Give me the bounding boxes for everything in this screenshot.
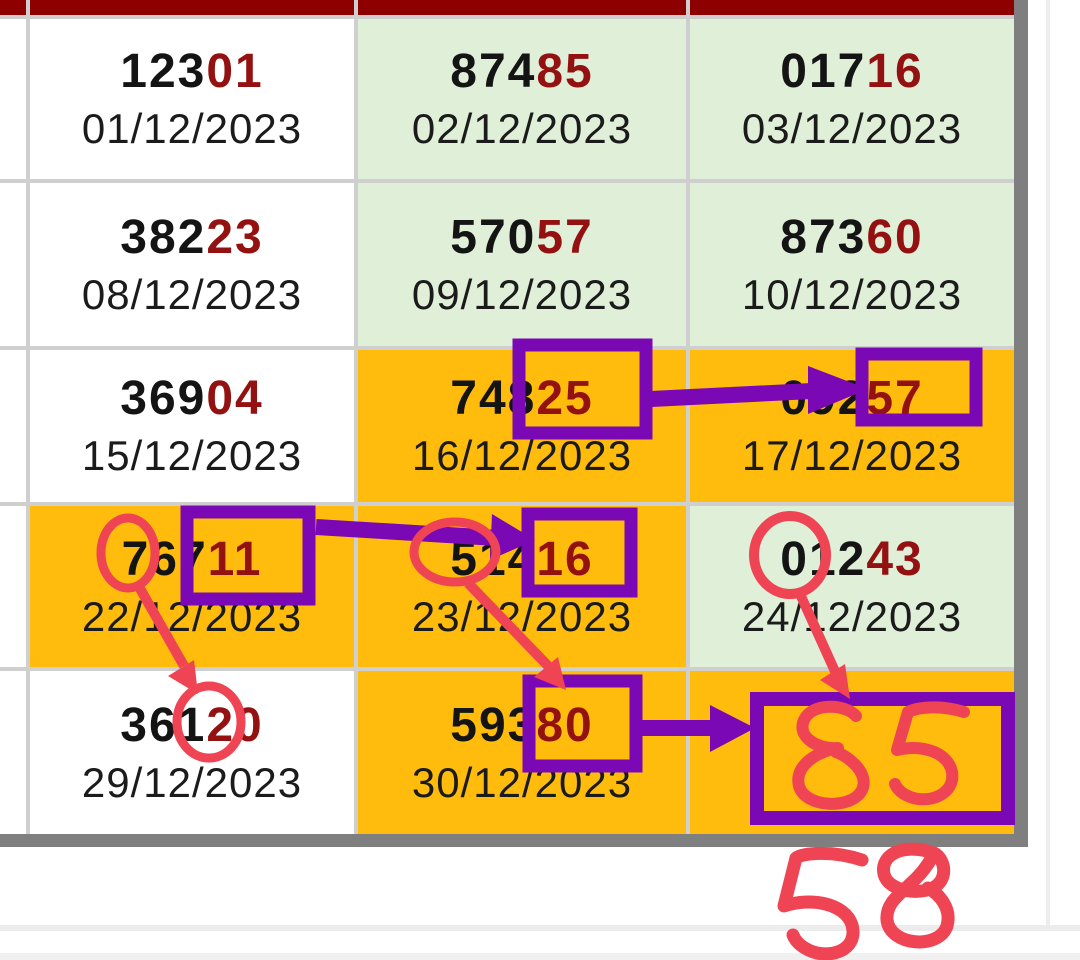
draw-date: 10/12/2023	[741, 270, 963, 318]
result-cell-highlighted: 74825 16/12/2023	[358, 350, 686, 502]
lottery-number: 38223	[120, 210, 264, 264]
lottery-number: 51416	[450, 532, 594, 586]
draw-date: 22/12/2023	[81, 592, 303, 640]
number-front: 593	[450, 698, 537, 752]
number-last2: 16	[866, 45, 924, 98]
draw-date: 15/12/2023	[81, 432, 303, 479]
result-cell: 36120 29/12/2023	[30, 671, 354, 834]
draw-date: 01/12/2023	[81, 105, 303, 152]
page-right-divider	[1046, 0, 1050, 925]
row-edge-cell	[0, 671, 26, 834]
result-cell-highlighted: 51416 23/12/2023	[358, 506, 686, 667]
result-cell: 38223 08/12/2023	[30, 183, 354, 346]
number-last2: 16	[536, 532, 594, 586]
lottery-number: 01716	[780, 48, 923, 96]
number-front: 873	[780, 210, 867, 264]
row-edge-cell	[0, 350, 26, 502]
result-cell: 57057 09/12/2023	[358, 183, 686, 346]
draw-date: 24/12/2023	[741, 592, 963, 640]
number-front: 361	[120, 698, 207, 752]
number-last2: 01	[206, 45, 264, 98]
lottery-number: 74825	[450, 375, 593, 423]
result-cell: 01243 24/12/2023	[690, 506, 1014, 667]
number-last2: 04	[206, 372, 264, 425]
number-front: 514	[450, 532, 537, 586]
table-header-cell	[690, 0, 1014, 15]
lottery-number: 87360	[780, 210, 924, 264]
number-front: 012	[780, 532, 867, 586]
draw-date: 09/12/2023	[411, 270, 633, 318]
result-cell: 87485 02/12/2023	[358, 19, 686, 179]
draw-date: 16/12/2023	[411, 432, 633, 479]
lottery-number: 57057	[450, 210, 594, 264]
lottery-number: 12301	[120, 48, 263, 96]
page-bottom-divider	[0, 953, 1080, 960]
table-header-cell	[30, 0, 354, 15]
number-last2: 57	[866, 372, 924, 425]
result-cell-prediction	[690, 671, 1014, 834]
number-front: 092	[780, 372, 867, 425]
number-front: 017	[780, 45, 867, 98]
draw-date: 03/12/2023	[741, 105, 963, 152]
row-edge-cell	[0, 506, 26, 667]
table-header-cell	[0, 0, 26, 15]
lottery-number: 59380	[450, 698, 594, 752]
lottery-number: 36904	[120, 375, 263, 423]
result-cell: 01716 03/12/2023	[690, 19, 1014, 179]
number-front: 570	[450, 210, 537, 264]
page-lower-divider	[0, 925, 1080, 931]
lottery-number: 87485	[450, 48, 593, 96]
result-cell-highlighted: 59380 30/12/2023	[358, 671, 686, 834]
number-last2: 43	[866, 532, 924, 586]
lottery-number: 09257	[780, 375, 923, 423]
draw-date: 29/12/2023	[81, 758, 303, 806]
result-cell-highlighted: 76711 22/12/2023	[30, 506, 354, 667]
number-last2: 25	[536, 372, 594, 425]
draw-date: 30/12/2023	[411, 758, 633, 806]
number-last2: 85	[536, 45, 594, 98]
draw-date: 23/12/2023	[411, 592, 633, 640]
number-last2: 80	[536, 698, 594, 752]
result-cell: 12301 01/12/2023	[30, 19, 354, 179]
handwritten-58	[777, 842, 955, 960]
number-front: 382	[120, 210, 207, 264]
number-front: 748	[450, 372, 537, 425]
result-cell: 36904 15/12/2023	[30, 350, 354, 502]
number-last2: 20	[206, 698, 264, 752]
draw-date: 02/12/2023	[411, 105, 633, 152]
number-front: 123	[120, 45, 207, 98]
lottery-number: 01243	[780, 532, 924, 586]
number-front: 767	[121, 532, 208, 586]
draw-date: 17/12/2023	[741, 432, 963, 479]
row-edge-cell	[0, 183, 26, 346]
lottery-results-table: 12301 01/12/2023 87485 02/12/2023 01716 …	[0, 0, 1028, 847]
table-header-cell	[358, 0, 686, 15]
number-last2: 23	[206, 210, 264, 264]
number-last2: 60	[866, 210, 924, 264]
result-cell: 87360 10/12/2023	[690, 183, 1014, 346]
number-front: 369	[120, 372, 207, 425]
result-cell-highlighted: 09257 17/12/2023	[690, 350, 1014, 502]
number-front: 874	[450, 45, 537, 98]
lottery-number: 36120	[120, 698, 264, 752]
draw-date: 08/12/2023	[81, 270, 303, 318]
lottery-number: 76711	[121, 532, 263, 586]
number-last2: 11	[207, 532, 263, 586]
row-edge-cell	[0, 19, 26, 179]
number-last2: 57	[536, 210, 594, 264]
